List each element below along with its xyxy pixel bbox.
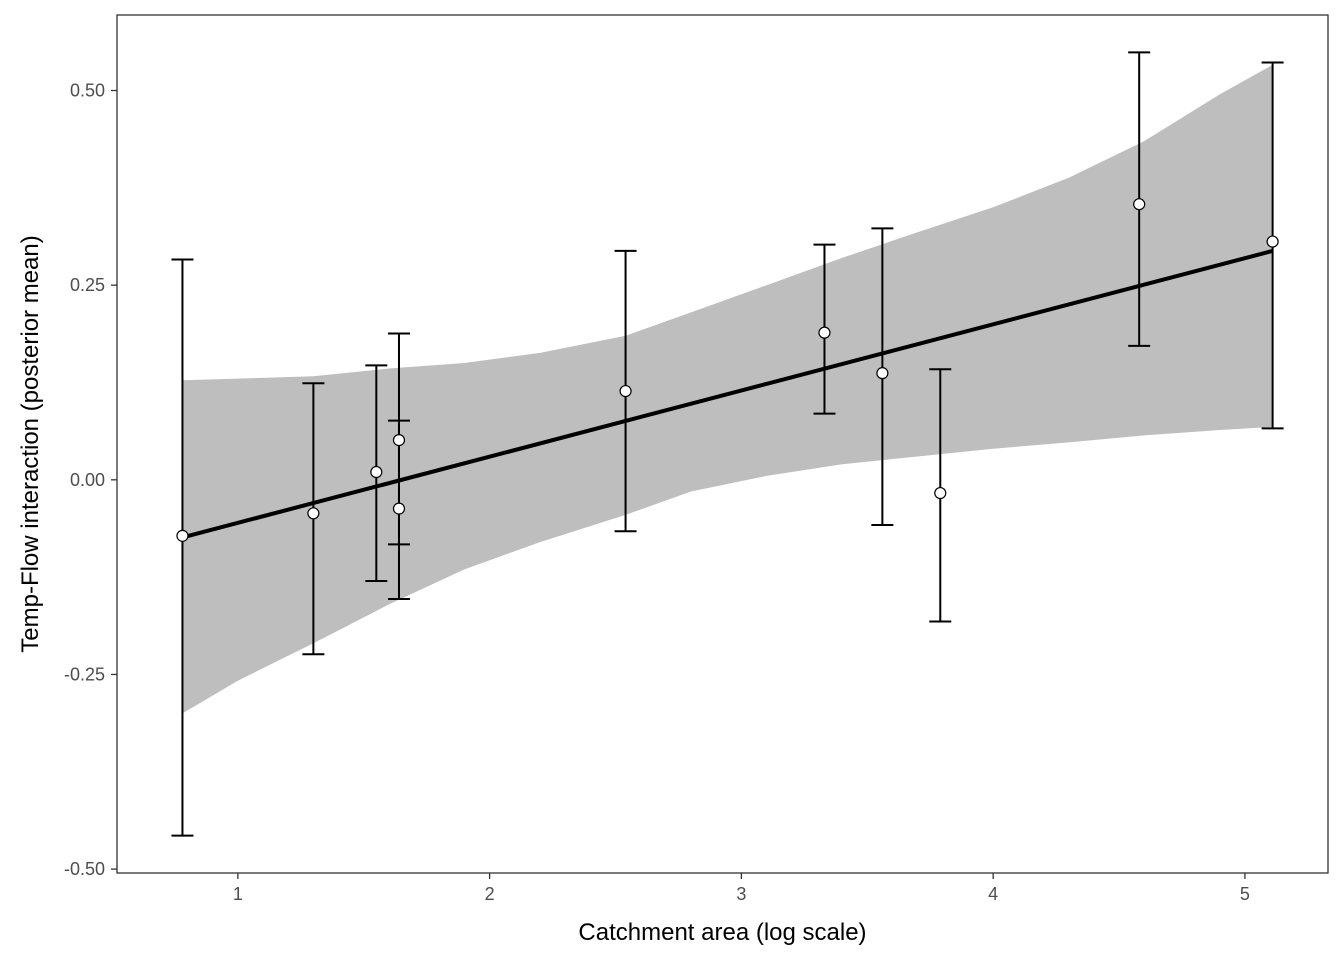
data-point <box>392 434 406 447</box>
x-tick-label: 4 <box>988 884 998 904</box>
data-point <box>370 465 383 479</box>
y-tick-label: 0.25 <box>70 275 105 295</box>
data-point <box>1266 235 1279 248</box>
point-layer <box>176 198 1279 542</box>
fit-line-layer <box>181 248 1274 540</box>
data-point <box>619 384 632 398</box>
confidence-band <box>182 64 1273 714</box>
y-tick-label: -0.50 <box>64 859 105 879</box>
y-tick-label: 0.00 <box>70 470 105 490</box>
data-point <box>307 507 320 520</box>
x-tick-label: 5 <box>1240 884 1250 904</box>
y-tick-label: 0.50 <box>70 81 105 101</box>
data-point <box>176 529 189 542</box>
data-point <box>392 502 406 515</box>
data-point <box>818 326 831 339</box>
x-tick-label: 3 <box>736 884 746 904</box>
confidence-band-layer <box>182 64 1273 714</box>
error-bar <box>171 258 194 837</box>
fit-line <box>181 248 1274 540</box>
x-axis: 1 2 3 4 5 <box>233 873 1250 904</box>
data-point <box>934 486 947 500</box>
x-tick-label: 1 <box>233 884 243 904</box>
data-point <box>1133 198 1146 211</box>
y-axis: -0.50 -0.25 0.00 0.25 0.50 <box>64 81 117 879</box>
y-axis-title: Temp-Flow interaction (posterior mean) <box>17 235 44 652</box>
data-point <box>876 367 889 380</box>
x-axis-title: Catchment area (log scale) <box>578 919 866 946</box>
panel-border <box>116 14 1329 874</box>
x-tick-label: 2 <box>485 884 495 904</box>
y-tick-label: -0.25 <box>64 664 105 684</box>
